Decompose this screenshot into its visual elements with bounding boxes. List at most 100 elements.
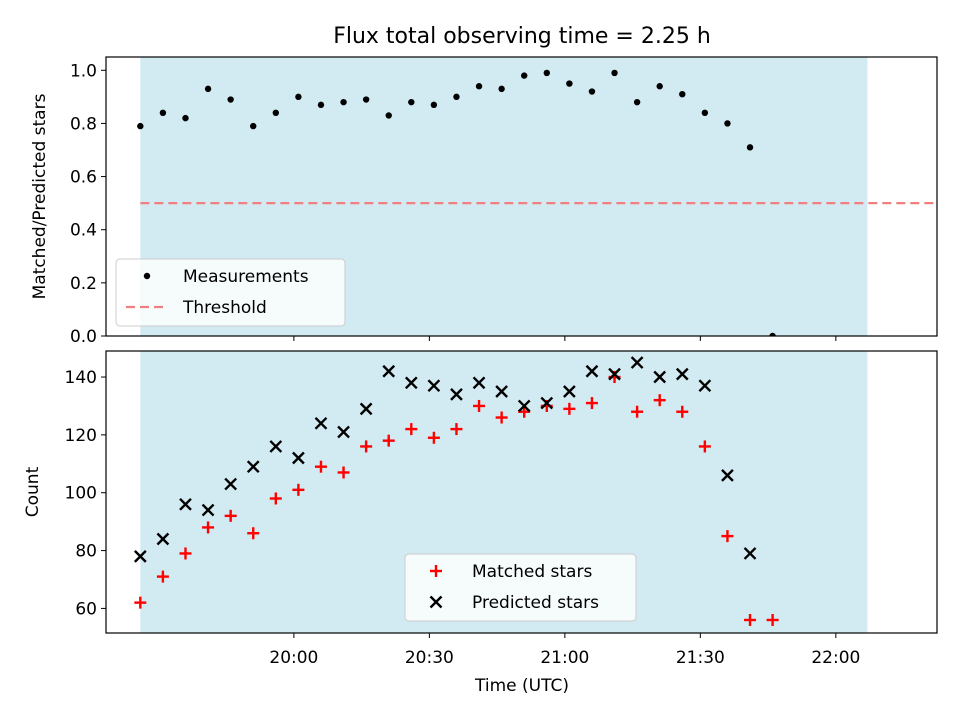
measurement-point bbox=[475, 83, 483, 90]
measurement-point bbox=[317, 101, 325, 109]
predicted-star-mark-b bbox=[427, 379, 441, 393]
measurement-point bbox=[679, 91, 686, 98]
measurement-point bbox=[724, 120, 731, 127]
predicted-star-mark-b bbox=[721, 469, 734, 482]
matched-star-point bbox=[337, 466, 350, 479]
predicted-star-mark-b bbox=[743, 547, 757, 560]
predicted-star-mark-b bbox=[179, 497, 192, 511]
predicted-star-point bbox=[630, 356, 644, 369]
matched-star-point bbox=[314, 460, 327, 473]
y-axis-label: Matched/Predicted stars bbox=[30, 93, 50, 299]
y-tick-label: 1.0 bbox=[70, 61, 97, 81]
predicted-star-mark-b bbox=[314, 416, 328, 430]
axes-frame bbox=[105, 350, 938, 634]
predicted-star-mark-b bbox=[133, 550, 147, 563]
x-tick-label: 21:30 bbox=[676, 648, 725, 668]
predicted-star-mark-b bbox=[450, 388, 463, 401]
measurement-point bbox=[521, 72, 528, 79]
predicted-star-mark-b bbox=[472, 376, 486, 390]
legend-label: Matched stars bbox=[472, 562, 592, 582]
matched-star-point bbox=[382, 434, 395, 447]
predicted-star-point bbox=[359, 402, 373, 416]
measurement-point bbox=[543, 69, 550, 77]
predicted-star-mark-b bbox=[698, 379, 712, 393]
matched-star-point bbox=[518, 405, 531, 418]
matched-star-point bbox=[360, 440, 373, 453]
chart-title: Flux total observing time = 2.25 h bbox=[333, 24, 711, 49]
predicted-star-mark-b bbox=[359, 402, 373, 416]
legend-box bbox=[404, 553, 637, 622]
predicted-star-point bbox=[337, 425, 350, 439]
legend-label: Predicted stars bbox=[472, 593, 599, 613]
y-tick-label: 0.4 bbox=[70, 221, 97, 241]
measurement-point bbox=[295, 93, 302, 101]
predicted-star-point bbox=[314, 416, 328, 430]
matched-star-point bbox=[450, 423, 463, 436]
plot-area bbox=[133, 356, 779, 626]
matched-star-point bbox=[698, 440, 711, 453]
legend: Measurements Threshold bbox=[115, 258, 346, 327]
measurement-point bbox=[250, 122, 257, 130]
matched-star-point bbox=[676, 405, 689, 418]
measurement-point bbox=[204, 85, 212, 93]
axes-frame bbox=[105, 56, 938, 337]
matched-star-point bbox=[405, 423, 418, 436]
matched-star-point bbox=[495, 411, 508, 424]
x-axis-label: Time (UTC) bbox=[474, 676, 569, 696]
measurement-point bbox=[385, 112, 392, 119]
matched-star-point bbox=[473, 399, 486, 412]
ratio-panel: 0.0 0.2 0.4 0.6 0.8 1.0 Matched/Predicted star… bbox=[30, 56, 938, 347]
predicted-star-mark-b bbox=[675, 367, 689, 381]
legend-box bbox=[115, 258, 346, 327]
matched-star-point bbox=[427, 431, 440, 444]
y-tick-label: 0.2 bbox=[70, 274, 97, 294]
predicted-star-point bbox=[563, 385, 576, 398]
predicted-star-point bbox=[675, 367, 689, 381]
y-tick-label: 80 bbox=[75, 542, 97, 562]
predicted-star-point bbox=[427, 379, 441, 393]
predicted-star-point bbox=[721, 469, 734, 482]
predicted-star-mark-b bbox=[540, 396, 554, 410]
predicted-star-mark-b bbox=[201, 503, 215, 517]
predicted-star-point bbox=[292, 451, 305, 465]
matched-star-point bbox=[653, 394, 666, 407]
matched-star-point bbox=[744, 613, 757, 626]
x-tick-label: 22:00 bbox=[811, 648, 860, 668]
predicted-star-mark-b bbox=[292, 451, 305, 465]
legend-label: Measurements bbox=[183, 267, 309, 287]
plot-area bbox=[137, 69, 936, 336]
predicted-star-mark-b bbox=[404, 376, 418, 390]
predicted-star-point bbox=[517, 399, 531, 413]
predicted-star-point bbox=[698, 379, 712, 393]
measurement-point bbox=[701, 109, 709, 117]
matched-star-point bbox=[224, 509, 237, 522]
predicted-star-point bbox=[179, 497, 192, 511]
predicted-star-mark-b bbox=[653, 370, 667, 384]
predicted-star-point bbox=[133, 550, 147, 563]
predicted-star-mark-b bbox=[563, 385, 576, 398]
predicted-star-point bbox=[246, 460, 260, 474]
predicted-star-point bbox=[224, 477, 237, 491]
matched-star-point bbox=[721, 530, 734, 543]
measurement-point bbox=[159, 109, 167, 117]
matched-star-point bbox=[247, 527, 260, 540]
predicted-star-mark-b bbox=[337, 425, 350, 439]
predicted-star-point bbox=[156, 532, 170, 546]
predicted-star-mark-b bbox=[608, 367, 621, 381]
measurement-point bbox=[182, 114, 189, 122]
x-tick-label: 21:00 bbox=[540, 648, 589, 668]
y-tick-label: 0.6 bbox=[70, 168, 97, 188]
measurement-point bbox=[611, 69, 618, 77]
predicted-star-mark-b bbox=[246, 460, 260, 474]
measurement-point bbox=[453, 93, 460, 101]
legend-label: Threshold bbox=[182, 298, 267, 318]
predicted-star-point bbox=[269, 440, 283, 453]
matched-star-point bbox=[202, 521, 215, 534]
x-tick-label: 20:30 bbox=[405, 648, 454, 668]
matched-star-point bbox=[269, 492, 282, 505]
measurement-point bbox=[633, 98, 641, 106]
measurement-point bbox=[408, 98, 415, 106]
y-tick-label: 140 bbox=[65, 368, 97, 388]
predicted-star-point bbox=[450, 388, 463, 401]
